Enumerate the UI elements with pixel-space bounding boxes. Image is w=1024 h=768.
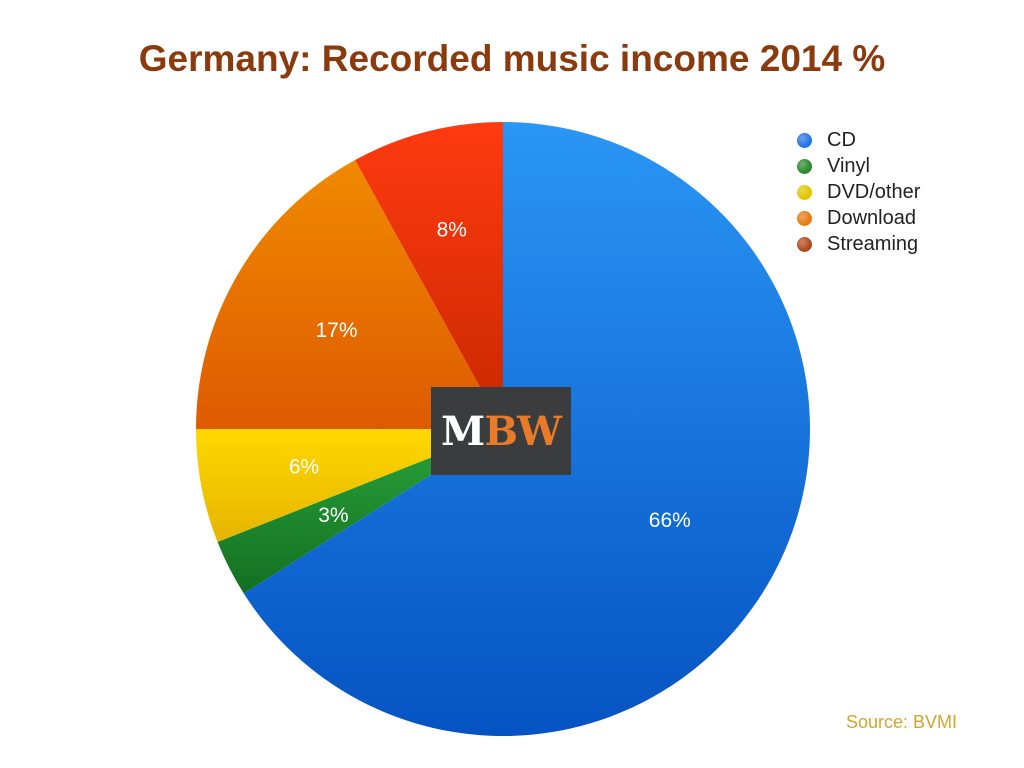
pie-slice-download bbox=[196, 159, 503, 429]
legend-label: Download bbox=[827, 206, 916, 229]
legend-item-download: Download bbox=[797, 205, 920, 231]
slice-label-download: 17% bbox=[315, 319, 357, 342]
legend-label: CD bbox=[827, 128, 856, 151]
mbw-logo-text: MBW bbox=[440, 407, 562, 455]
legend-item-cd: CD bbox=[797, 127, 920, 153]
source-note: Source: BVMI bbox=[846, 712, 958, 732]
pie-slice-streaming bbox=[355, 122, 503, 429]
legend-label: Streaming bbox=[827, 232, 919, 255]
chart-title: Germany: Recorded music income 2014 % bbox=[138, 38, 886, 79]
legend-swatch bbox=[797, 236, 812, 252]
slice-label-streaming: 8% bbox=[437, 218, 467, 241]
slice-label-dvd-other: 6% bbox=[289, 456, 319, 479]
legend-item-dvd-other: DVD/other bbox=[797, 179, 920, 205]
mbw-logo: MBW bbox=[431, 387, 571, 475]
pie-slice-dvd-other bbox=[196, 429, 503, 543]
legend-swatch bbox=[797, 158, 812, 174]
legend-item-streaming: Streaming bbox=[797, 231, 920, 257]
slice-label-cd: 66% bbox=[649, 509, 691, 532]
legend-item-vinyl: Vinyl bbox=[797, 153, 920, 179]
legend-swatch bbox=[797, 210, 812, 226]
legend-swatch bbox=[797, 184, 812, 200]
legend-label: Vinyl bbox=[827, 154, 870, 177]
legend: CD Vinyl DVD/other Download Streaming bbox=[797, 127, 920, 257]
legend-swatch bbox=[797, 132, 812, 148]
slice-label-vinyl: 3% bbox=[318, 504, 348, 527]
legend-label: DVD/other bbox=[827, 180, 921, 203]
